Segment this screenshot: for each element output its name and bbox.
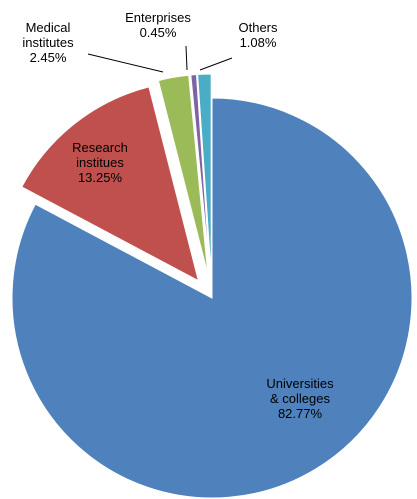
slice-label: Research institues (72, 140, 128, 170)
slice-label: Others (238, 20, 278, 35)
pie-slice (21, 86, 200, 282)
value-label: 82.77% (278, 406, 323, 421)
slice-label: Enterprises (125, 10, 191, 25)
pie-slice (157, 74, 209, 275)
leader-line (87, 53, 164, 73)
pie-slice (197, 73, 212, 275)
pie-slice (190, 74, 211, 275)
leader-line (185, 45, 188, 71)
pie-slice (11, 97, 413, 499)
value-label: 13.25% (78, 170, 123, 185)
slice-label: Medical institutes (22, 20, 74, 50)
value-label: 2.45% (30, 50, 67, 65)
value-label: 0.45% (140, 25, 177, 40)
slice-label: Universities & colleges (266, 376, 334, 406)
value-label: 1.08% (240, 35, 277, 50)
leader-line (199, 57, 233, 71)
